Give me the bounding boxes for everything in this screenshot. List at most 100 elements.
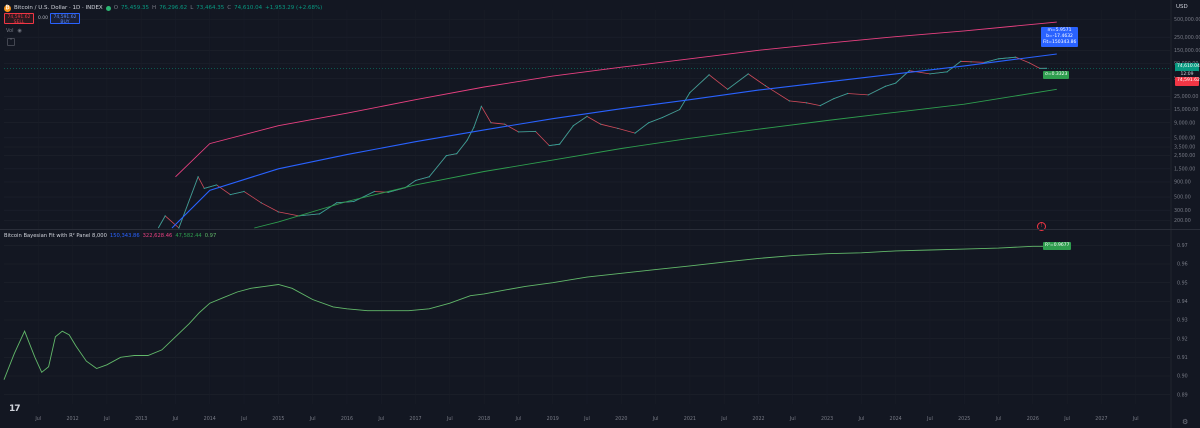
price-up-segment-17 [405, 180, 416, 188]
x-axis-tick-5: 2014 [204, 416, 216, 422]
price-point-24 [490, 122, 492, 124]
price-axis-tick-8: 5,000.00 [1174, 135, 1195, 141]
x-axis-tick-27: 2025 [958, 416, 970, 422]
x-axis-tick-28: Jul [995, 416, 1002, 422]
x-axis-tick-21: 2022 [752, 416, 764, 422]
price-axis-tick-11: 1,500.00 [1174, 166, 1195, 172]
price-point-42 [764, 85, 766, 87]
price-point-5 [216, 184, 218, 186]
x-axis-tick-26: Jul [926, 416, 933, 422]
x-axis-tick-22: Jul [789, 416, 796, 422]
price-axis-tick-2: 150,000.00 [1174, 48, 1200, 54]
price-up-segment-31 [573, 116, 588, 127]
price-axis-tick-0: 500,000.00 [1174, 17, 1200, 23]
tradingview-logo-icon[interactable]: 17 [9, 404, 20, 414]
sigma-tag: σ=0.3323 [1043, 71, 1070, 79]
x-axis-tick-20: Jul [720, 416, 727, 422]
price-up-segment-35 [634, 122, 649, 134]
indicator-fit-value: 150,343.86 [109, 233, 140, 239]
price-point-47 [847, 92, 849, 95]
price-up-segment-41 [727, 73, 749, 90]
x-axis-tick-6: Jul [240, 416, 247, 422]
r2-axis-tick-1: 0.96 [1177, 262, 1188, 268]
x-axis-tick-7: 2015 [272, 416, 284, 422]
buy-label: BUY [60, 20, 70, 25]
currency-label[interactable]: USD [1176, 4, 1188, 10]
price-point-23 [480, 105, 482, 107]
x-axis-tick-2: Jul [103, 416, 110, 422]
x-axis-tick-11: 2017 [409, 416, 421, 422]
high-label: H [152, 5, 157, 11]
last-price-tag: 74,610.04 [1175, 63, 1200, 72]
price-point-8 [260, 202, 262, 204]
sell-price-tag: 74,591.62 [1175, 77, 1200, 86]
price-point-25 [504, 123, 506, 125]
x-axis-tick-8: Jul [309, 416, 316, 422]
x-axis-tick-18: Jul [652, 416, 659, 422]
spread-value: 0.00 [38, 16, 49, 21]
x-axis-tick-15: 2019 [547, 416, 559, 422]
price-up-segment-19 [428, 155, 447, 178]
market-status-icon [105, 5, 111, 11]
price-up-segment-46 [820, 98, 835, 106]
x-axis-tick-4: Jul [172, 416, 179, 422]
price-axis-tick-7: 9,000.00 [1174, 120, 1195, 126]
x-axis-tick-31: 2027 [1095, 416, 1107, 422]
symbol-title[interactable]: Bitcoin / U.S. Dollar · 1D · INDEX [14, 5, 103, 11]
x-axis-tick-14: Jul [515, 416, 522, 422]
price-axis-tick-14: 300.00 [1174, 208, 1191, 214]
low-label: L [190, 5, 194, 11]
price-up-segment-3 [178, 176, 199, 229]
x-axis-tick-12: Jul [446, 416, 453, 422]
r2-axis-tick-7: 0.90 [1177, 374, 1188, 380]
price-up-segment-38 [679, 92, 691, 110]
fit-slope: m=5.9571 [1047, 28, 1072, 33]
bar-countdown-tag: 12:09 [1175, 71, 1199, 80]
price-up-segment-36 [648, 117, 663, 124]
open-label: O [113, 5, 119, 11]
fit-params-tag: m=5.9571 b=-17.4632 Fit=150343.86 [1041, 27, 1078, 47]
x-axis-tick-23: 2023 [821, 416, 833, 422]
r2-axis-tick-0: 0.97 [1177, 243, 1188, 249]
price-point-31 [586, 115, 588, 117]
indicator-legend[interactable]: Bitcoin Bayesian Fit with R² Panel 8,000… [4, 233, 216, 239]
x-axis-tick-29: 2026 [1027, 416, 1039, 422]
volume-label: Vol [6, 28, 14, 34]
alert-icon[interactable]: ! [1037, 222, 1046, 231]
collapse-legend-icon[interactable]: ⌃ [7, 38, 15, 46]
buy-button[interactable]: 74,591.62 BUY [50, 13, 80, 25]
buy-price: 74,591.62 [53, 15, 77, 20]
price-up-segment-50 [885, 82, 896, 87]
price-point-51 [908, 70, 910, 72]
sell-button[interactable]: 74,591.62 SELL [4, 13, 34, 25]
price-axis-tick-10: 2,500.00 [1174, 153, 1195, 159]
price-up-segment-20 [446, 153, 457, 157]
indicator-r2-value: 0.97 [204, 233, 217, 239]
r2-tag: R²=0.9677 [1043, 242, 1072, 250]
price-point-9 [277, 211, 279, 213]
price-up-segment-21 [456, 140, 468, 154]
symbol-header: ₿ Bitcoin / U.S. Dollar · 1D · INDEX O 75… [4, 2, 322, 14]
gear-icon[interactable]: ⚙ [1182, 418, 1189, 426]
series-upper-line [175, 21, 1057, 178]
eye-icon[interactable]: ◉ [17, 28, 22, 34]
price-axis-tick-6: 15,000.00 [1174, 107, 1198, 113]
open-value: 75,459.35 [121, 5, 150, 11]
x-axis-tick-30: Jul [1063, 416, 1070, 422]
x-axis-tick-19: 2021 [684, 416, 696, 422]
price-up-segment-5 [204, 184, 217, 189]
pane-divider[interactable] [0, 229, 1200, 230]
price-up-segment-14 [353, 191, 375, 202]
price-axis-tick-1: 250,000.00 [1174, 35, 1200, 41]
indicator-name[interactable]: Bitcoin Bayesian Fit with R² Panel 8,000 [4, 233, 107, 239]
volume-legend[interactable]: Vol ◉ [6, 28, 22, 34]
price-up-segment-47 [833, 93, 848, 99]
close-value: 74,610.04 [234, 5, 263, 11]
series-r2-line [3, 245, 1057, 380]
fit-value: Fit=150343.86 [1043, 40, 1077, 45]
x-axis-tick-24: Jul [857, 416, 864, 422]
x-axis-tick-0: Jul [34, 416, 41, 422]
price-up-segment-37 [662, 109, 680, 118]
